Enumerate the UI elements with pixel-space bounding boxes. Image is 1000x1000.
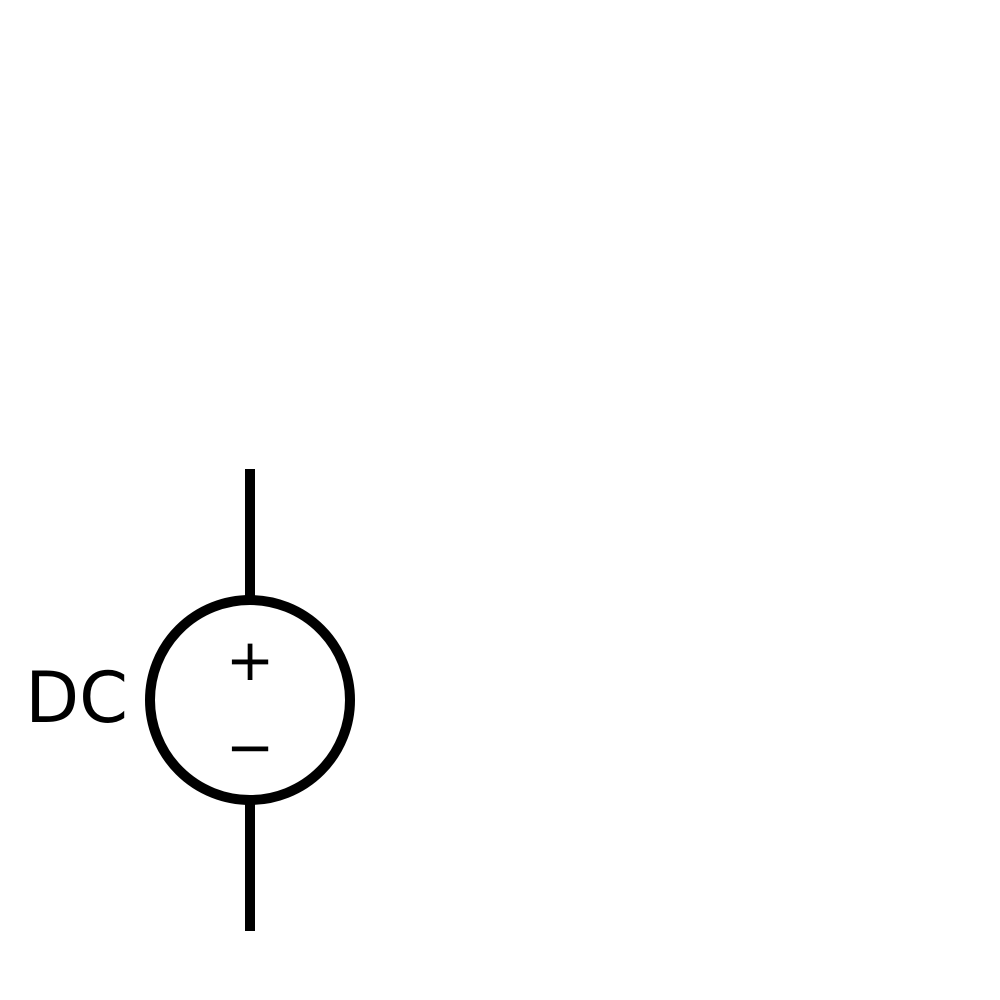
- source-circle: [145, 595, 355, 805]
- source-label: DC: [25, 657, 128, 739]
- negative-terminal-symbol: −: [226, 713, 275, 781]
- positive-terminal-symbol: +: [226, 626, 275, 694]
